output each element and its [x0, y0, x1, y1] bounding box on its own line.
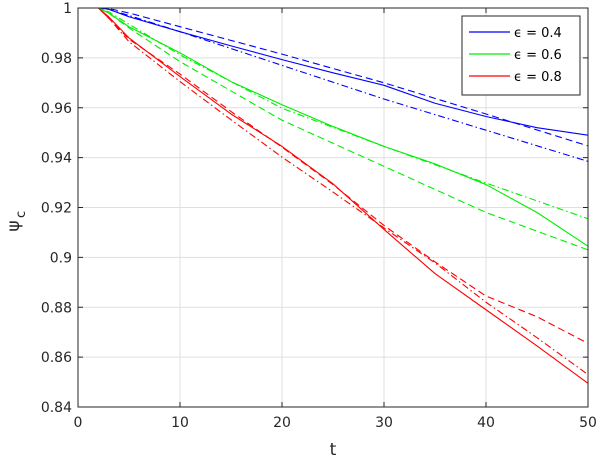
y-tick-label: 0.94 — [41, 151, 72, 167]
x-tick-label: 0 — [74, 415, 83, 431]
series-line-solid — [78, 7, 589, 384]
x-tick-labels: 0 10 20 30 40 50 — [74, 415, 597, 431]
y-tick-labels: 0.84 0.86 0.88 0.9 0.92 0.94 0.96 0.98 1 — [41, 1, 72, 416]
legend-label: ϵ = 0.6 — [514, 48, 562, 63]
x-tick-label: 30 — [375, 415, 393, 431]
y-tick-label: 0.88 — [41, 300, 72, 316]
y-tick-label: 0.98 — [41, 51, 72, 67]
y-tick-label: 0.9 — [50, 250, 72, 266]
x-axis-label: t — [330, 440, 337, 460]
series-lines — [78, 7, 589, 384]
y-tick-label: 1 — [63, 1, 72, 17]
y-tick-label: 0.86 — [41, 350, 72, 366]
y-axis-label: ψ c — [4, 211, 29, 232]
legend-label: ϵ = 0.8 — [514, 70, 562, 85]
y-tick-label: 0.92 — [41, 201, 72, 217]
series-line-dashdot — [78, 7, 589, 220]
series-line-solid — [78, 7, 589, 247]
legend-label: ϵ = 0.4 — [514, 26, 562, 41]
axis-ticks — [77, 7, 589, 408]
x-tick-label: 20 — [273, 415, 291, 431]
y-tick-label: 0.96 — [41, 101, 72, 117]
svg-text:c: c — [14, 211, 29, 218]
y-axis-label-subscript: c — [14, 211, 29, 218]
x-tick-label: 40 — [477, 415, 495, 431]
series-line-dashdot — [78, 7, 589, 376]
legend-box — [461, 15, 581, 96]
series-line-dashed — [78, 7, 589, 251]
y-tick-label: 0.84 — [41, 400, 72, 416]
legend: ϵ = 0.4 ϵ = 0.6 ϵ = 0.8 — [461, 15, 581, 96]
x-tick-label: 10 — [171, 415, 189, 431]
y-axis-label-main: ψ — [4, 220, 24, 231]
svg-text:ψ: ψ — [4, 220, 24, 231]
x-tick-label: 50 — [579, 415, 597, 431]
series-line-dashdot — [78, 7, 589, 162]
